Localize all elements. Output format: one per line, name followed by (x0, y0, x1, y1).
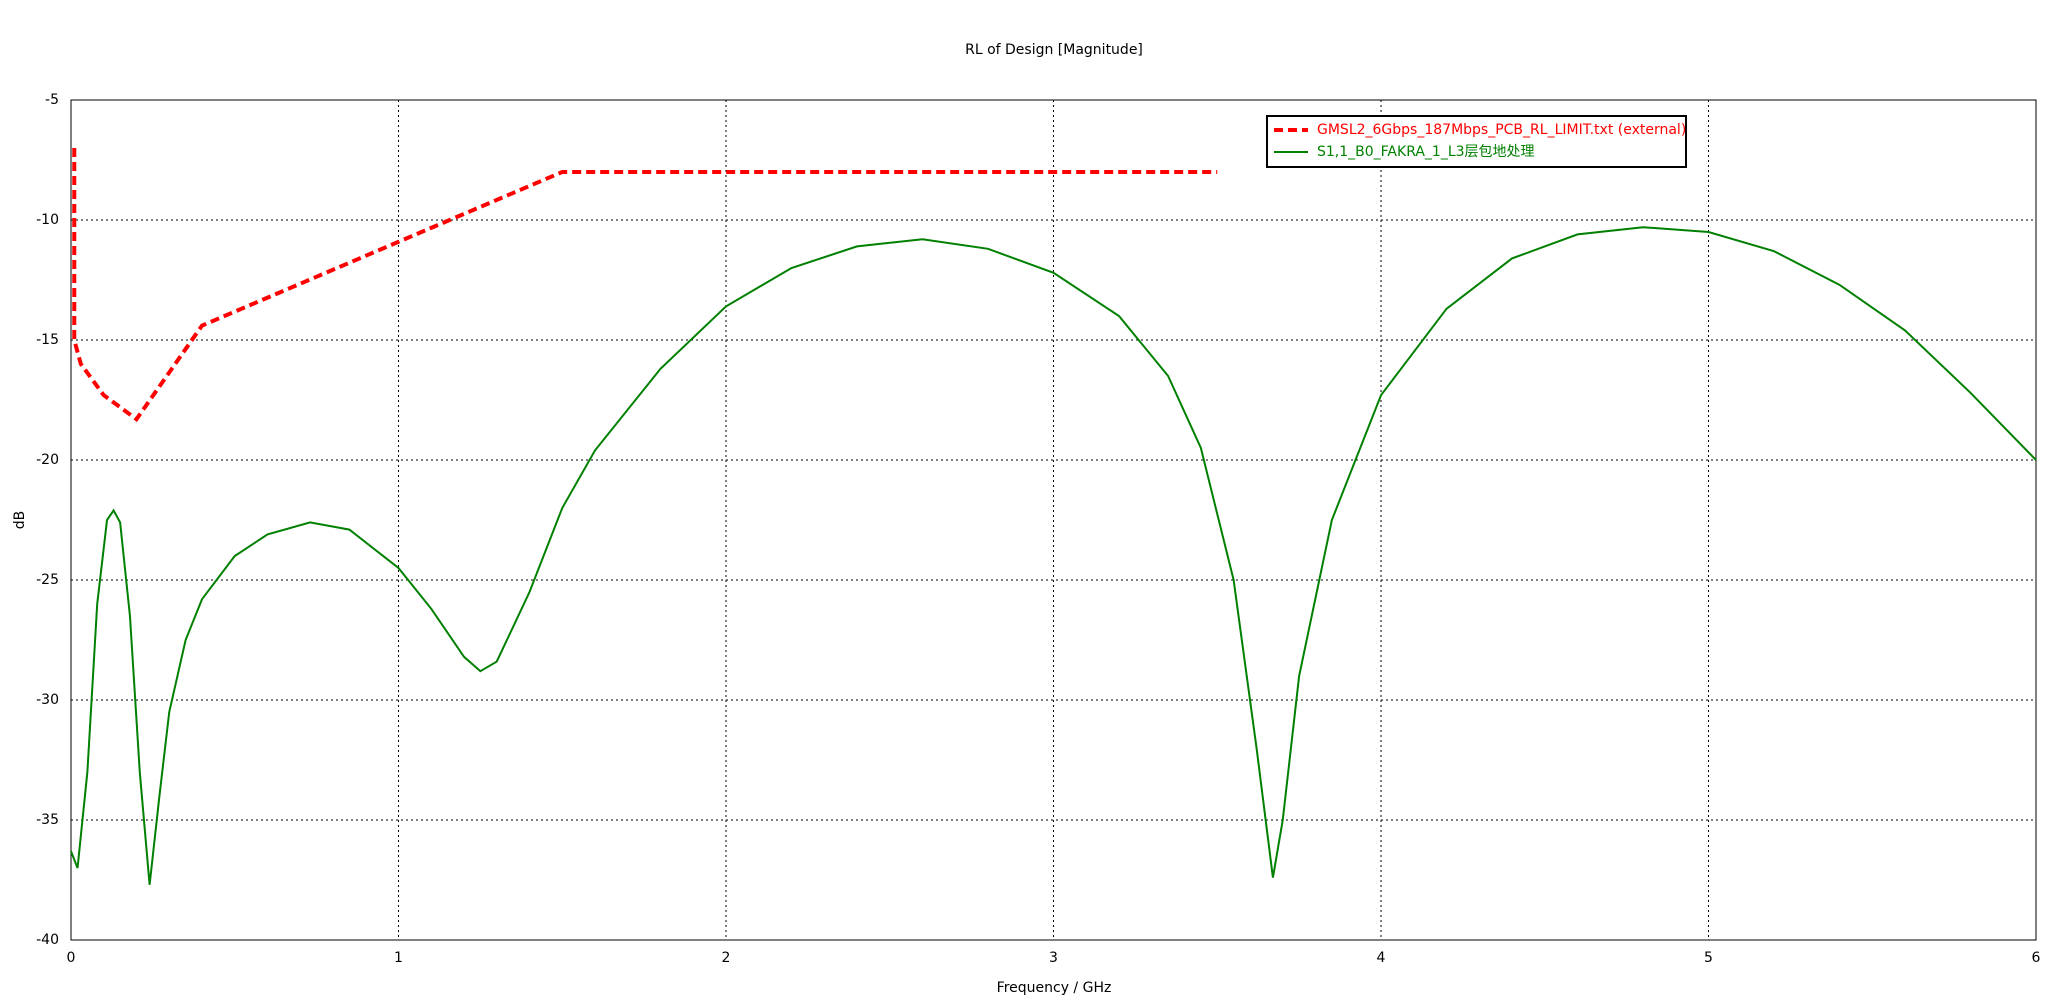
x-tick-label: 1 (394, 950, 403, 966)
plot-frame (70, 99, 2037, 941)
y-tick-label: -10 (36, 212, 59, 228)
y-tick-label: -40 (36, 932, 59, 948)
y-axis-label: dB (12, 511, 28, 530)
y-tick-label: -20 (36, 452, 59, 468)
legend-box (1266, 115, 1687, 168)
legend-label: S1,1_B0_FAKRA_1_L3层包地处理 (1317, 144, 1535, 160)
series-line (72, 148, 1218, 423)
chart-title: RL of Design [Magnitude] (965, 42, 1143, 58)
x-tick-label: 0 (67, 950, 76, 966)
x-tick-label: 4 (1377, 950, 1386, 966)
y-tick-label: -35 (36, 812, 59, 828)
y-tick-label: -5 (45, 92, 59, 108)
y-tick-label: -25 (36, 572, 59, 588)
series-line (70, 226, 2037, 885)
x-tick-label: 5 (1704, 950, 1713, 966)
x-tick-label: 3 (1049, 950, 1058, 966)
y-tick-label: -15 (36, 332, 59, 348)
x-tick-label: 6 (2032, 950, 2041, 966)
x-axis-label: Frequency / GHz (997, 980, 1112, 996)
y-tick-label: -30 (36, 692, 59, 708)
legend-label: GMSL2_6Gbps_187Mbps_PCB_RL_LIMIT.txt (ex… (1317, 122, 1686, 138)
x-tick-label: 2 (722, 950, 731, 966)
